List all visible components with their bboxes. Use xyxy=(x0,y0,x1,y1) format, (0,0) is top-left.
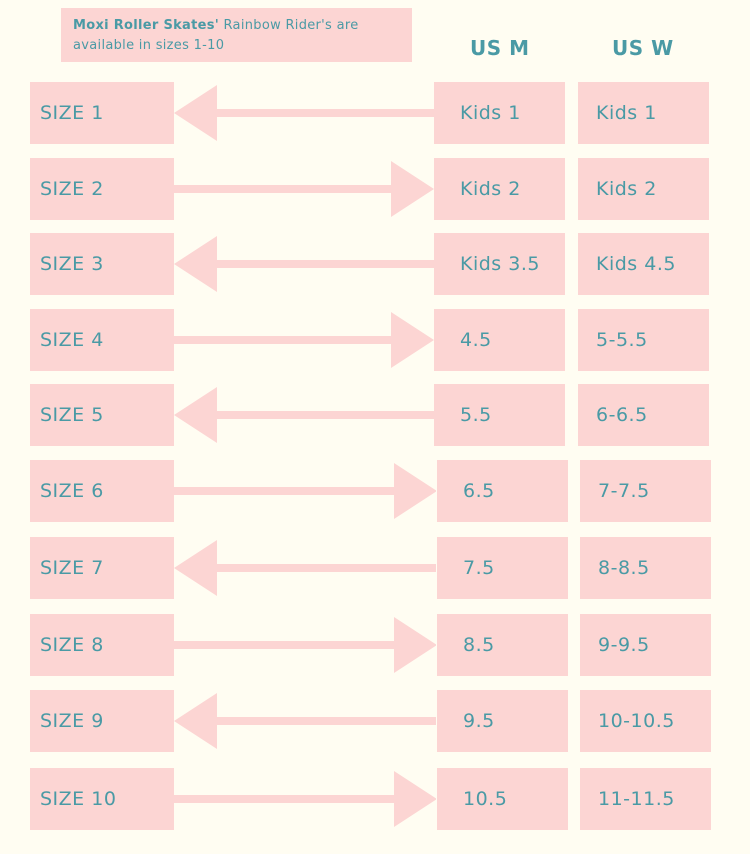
us-m-box: 6.5 xyxy=(437,460,568,522)
size-box: SIZE 9 xyxy=(30,690,174,752)
header-us-m: US M xyxy=(470,36,530,60)
size-box: SIZE 4 xyxy=(30,309,174,371)
us-w-box-label: Kids 2 xyxy=(596,178,657,200)
size-box-label: SIZE 7 xyxy=(40,557,104,579)
us-m-box: 7.5 xyxy=(437,537,568,599)
arrow-left-icon xyxy=(174,540,436,596)
us-w-box-label: Kids 1 xyxy=(596,102,657,124)
arrow-shape xyxy=(174,85,434,141)
header-us-w: US W xyxy=(612,36,674,60)
size-box: SIZE 10 xyxy=(30,768,174,830)
size-box-label: SIZE 4 xyxy=(40,329,104,351)
us-m-box: Kids 1 xyxy=(434,82,565,144)
us-m-box-label: 10.5 xyxy=(463,788,508,810)
size-box-label: SIZE 2 xyxy=(40,178,104,200)
us-m-box-label: Kids 2 xyxy=(460,178,521,200)
us-w-box-label: 10-10.5 xyxy=(598,710,675,732)
arrow-shape xyxy=(174,387,434,443)
us-w-box-label: Kids 4.5 xyxy=(596,253,676,275)
us-w-box-label: 7-7.5 xyxy=(598,480,650,502)
arrow-left-icon xyxy=(174,85,434,141)
arrow-shape xyxy=(174,463,436,519)
us-w-box-label: 6-6.5 xyxy=(596,404,648,426)
arrow-right-icon xyxy=(174,312,434,368)
size-box-label: SIZE 9 xyxy=(40,710,104,732)
us-m-box-label: 7.5 xyxy=(463,557,495,579)
size-box-label: SIZE 5 xyxy=(40,404,104,426)
us-m-box: 5.5 xyxy=(434,384,565,446)
us-w-box: 9-9.5 xyxy=(580,614,711,676)
us-w-box: Kids 1 xyxy=(578,82,709,144)
us-w-box: Kids 2 xyxy=(578,158,709,220)
us-m-box-label: 6.5 xyxy=(463,480,495,502)
size-box-label: SIZE 3 xyxy=(40,253,104,275)
size-box-label: SIZE 10 xyxy=(40,788,117,810)
us-m-box-label: 9.5 xyxy=(463,710,495,732)
arrow-right-icon xyxy=(174,617,436,673)
size-box: SIZE 8 xyxy=(30,614,174,676)
size-box-label: SIZE 8 xyxy=(40,634,104,656)
arrow-left-icon xyxy=(174,236,434,292)
us-m-box: Kids 2 xyxy=(434,158,565,220)
us-w-box-label: 5-5.5 xyxy=(596,329,648,351)
note-text: Rainbow Rider's are available in sizes 1… xyxy=(73,18,359,53)
us-m-box-label: 5.5 xyxy=(460,404,492,426)
size-box: SIZE 7 xyxy=(30,537,174,599)
brand-name: Moxi Roller Skates' xyxy=(73,18,220,33)
arrow-shape xyxy=(174,617,436,673)
us-m-box: 8.5 xyxy=(437,614,568,676)
us-w-box: 7-7.5 xyxy=(580,460,711,522)
size-box: SIZE 2 xyxy=(30,158,174,220)
us-w-box-label: 11-11.5 xyxy=(598,788,675,810)
us-w-box-label: 9-9.5 xyxy=(598,634,650,656)
size-box-label: SIZE 6 xyxy=(40,480,104,502)
us-m-box: 10.5 xyxy=(437,768,568,830)
us-m-box: 9.5 xyxy=(437,690,568,752)
arrow-shape xyxy=(174,693,436,749)
us-m-box: Kids 3.5 xyxy=(434,233,565,295)
size-box-label: SIZE 1 xyxy=(40,102,104,124)
arrow-right-icon xyxy=(174,771,436,827)
arrow-left-icon xyxy=(174,387,434,443)
us-w-box-label: 8-8.5 xyxy=(598,557,650,579)
us-m-box: 4.5 xyxy=(434,309,565,371)
us-m-box-label: 4.5 xyxy=(460,329,492,351)
arrow-shape xyxy=(174,312,434,368)
us-w-box: Kids 4.5 xyxy=(578,233,709,295)
arrow-shape xyxy=(174,236,434,292)
us-w-box: 10-10.5 xyxy=(580,690,711,752)
arrow-left-icon xyxy=(174,693,436,749)
us-w-box: 11-11.5 xyxy=(580,768,711,830)
size-box: SIZE 6 xyxy=(30,460,174,522)
arrow-shape xyxy=(174,540,436,596)
size-box: SIZE 1 xyxy=(30,82,174,144)
size-box: SIZE 5 xyxy=(30,384,174,446)
arrow-shape xyxy=(174,771,436,827)
arrow-right-icon xyxy=(174,161,434,217)
us-w-box: 5-5.5 xyxy=(578,309,709,371)
us-m-box-label: Kids 3.5 xyxy=(460,253,540,275)
us-w-box: 6-6.5 xyxy=(578,384,709,446)
intro-note: Moxi Roller Skates' Rainbow Rider's are … xyxy=(61,8,412,62)
arrow-shape xyxy=(174,161,434,217)
size-box: SIZE 3 xyxy=(30,233,174,295)
us-m-box-label: Kids 1 xyxy=(460,102,521,124)
us-w-box: 8-8.5 xyxy=(580,537,711,599)
arrow-right-icon xyxy=(174,463,436,519)
us-m-box-label: 8.5 xyxy=(463,634,495,656)
